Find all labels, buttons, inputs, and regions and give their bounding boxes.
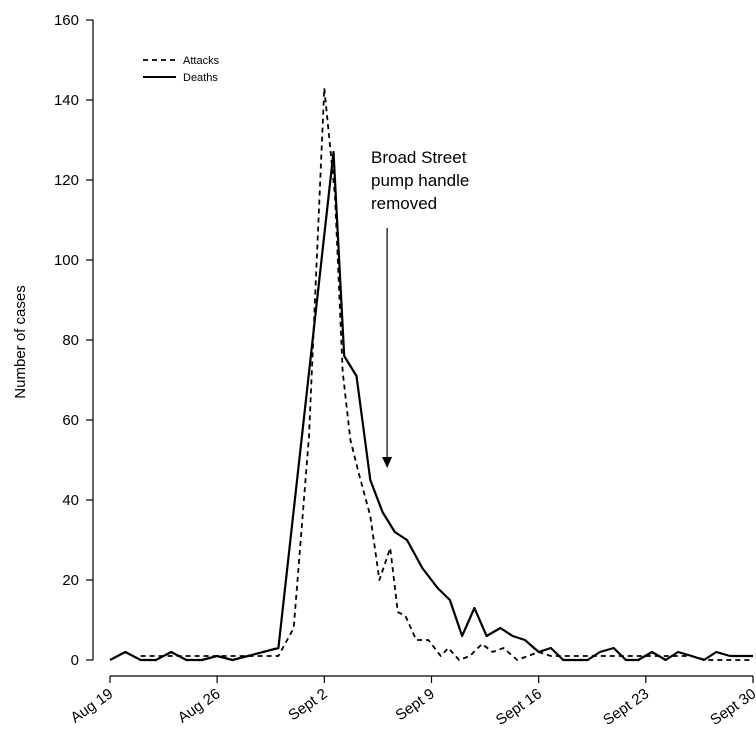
legend: Attacks Deaths [143,55,220,84]
y-tick-label: 120 [54,172,79,189]
legend-label-deaths: Deaths [183,72,218,84]
y-tick-label: 20 [62,572,79,589]
series-layer [109,87,753,662]
series-line-attacks [140,87,753,661]
y-tick-label: 140 [54,92,79,109]
x-tick-label: Sept 30 [707,685,756,729]
y-axis-title: Number of cases [12,285,29,398]
annotation: Broad Street pump handle removed [371,148,469,468]
y-tick-label: 80 [62,332,79,349]
x-tick-label: Sept 23 [600,685,652,729]
x-tick-label: Sept 16 [493,685,545,729]
y-tick-label: 40 [62,492,79,509]
x-tick-label: Aug 19 [68,685,117,726]
annotation-text-line: removed [371,194,437,213]
annotation-arrow-head [382,457,393,468]
y-axis: 0 20 40 60 80 100 120 140 160 [54,12,94,669]
x-axis: Aug 19 Aug 26 Sept 2 Sept 9 Sept 16 Sept 23 Se… [68,675,756,729]
x-tick-label: Sept 9 [393,685,438,724]
x-tick-label: Aug 26 [175,685,224,726]
series-line-deaths [109,150,753,662]
y-tick-label: 0 [71,652,79,669]
x-tick-label: Sept 2 [285,685,330,724]
annotation-text-line: Broad Street [371,148,467,167]
y-tick-label: 160 [54,12,79,29]
y-tick-label: 60 [62,412,79,429]
y-tick-label: 100 [54,252,79,269]
legend-label-attacks: Attacks [183,55,220,67]
annotation-text-line: pump handle [371,171,469,190]
